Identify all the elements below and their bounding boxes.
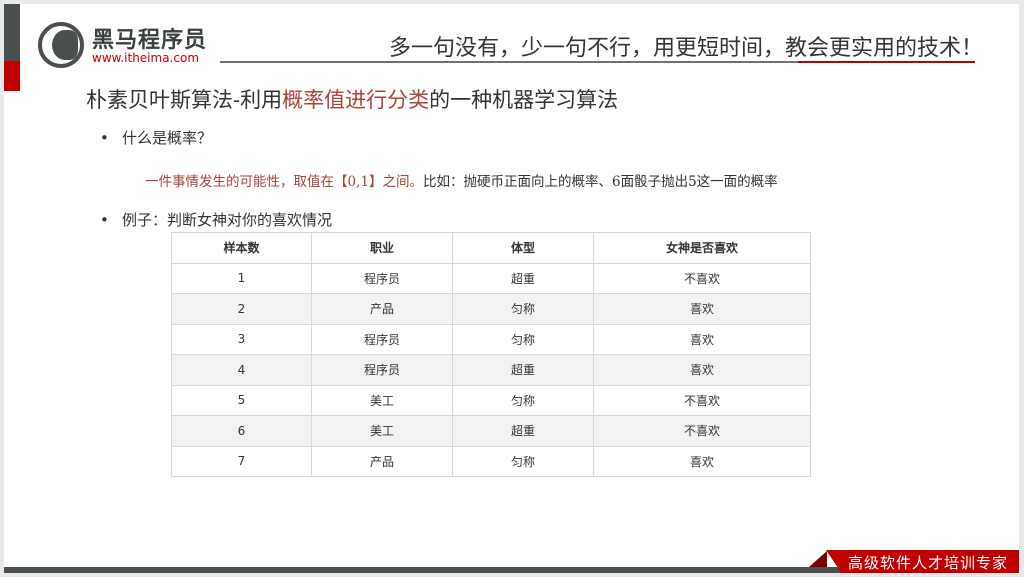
table-cell: 程序员 bbox=[311, 323, 453, 355]
table-row: 5 美工 匀称 不喜欢 bbox=[171, 384, 811, 416]
table-cell: 不喜欢 bbox=[593, 384, 811, 416]
footer-bar bbox=[4, 567, 1019, 573]
definition-text: 比如：抛硬币正面向上的概率、6面骰子抛出5这一面的概率 bbox=[422, 174, 778, 190]
column-header: 样本数 bbox=[171, 232, 312, 264]
bullet-icon: • bbox=[100, 129, 109, 147]
table-cell: 4 bbox=[171, 354, 312, 386]
table-cell: 喜欢 bbox=[593, 445, 811, 477]
table-row: 3 程序员 匀称 喜欢 bbox=[171, 323, 811, 355]
table-cell: 产品 bbox=[311, 293, 453, 325]
decor-bar-gray bbox=[4, 4, 20, 61]
table-cell: 不喜欢 bbox=[593, 415, 811, 447]
table-cell: 匀称 bbox=[452, 384, 594, 416]
horse-logo-icon bbox=[38, 22, 84, 68]
title-part: 的一种机器学习算法 bbox=[429, 88, 619, 112]
table-cell: 超重 bbox=[452, 262, 594, 294]
table-cell: 7 bbox=[171, 445, 312, 477]
table-cell: 超重 bbox=[452, 354, 594, 386]
definition: 一件事情发生的可能性，取值在【0,1】之间。比如：抛硬币正面向上的概率、6面骰子… bbox=[145, 170, 778, 190]
table-cell: 5 bbox=[171, 384, 312, 416]
divider-accent bbox=[798, 61, 975, 63]
table-row: 2 产品 匀称 喜欢 bbox=[171, 293, 811, 325]
table-cell: 6 bbox=[171, 415, 312, 447]
slide: 黑马程序员 www.itheima.com 多一句没有，少一句不行，用更短时间，… bbox=[4, 4, 1019, 573]
logo-text: 黑马程序员 bbox=[92, 28, 208, 53]
table-cell: 喜欢 bbox=[593, 354, 811, 386]
column-header: 女神是否喜欢 bbox=[593, 232, 811, 264]
divider bbox=[220, 61, 975, 63]
table-cell: 产品 bbox=[311, 445, 453, 477]
table-row: 4 程序员 超重 喜欢 bbox=[171, 354, 811, 386]
bullet-item: • 例子：判断女神对你的喜欢情况 bbox=[100, 209, 332, 230]
footer-tagline: 高级软件人才培训专家 bbox=[826, 550, 1019, 573]
slogan: 多一句没有，少一句不行，用更短时间，教会更实用的技术！ bbox=[389, 36, 984, 61]
title-part: 朴素贝叶斯算法-利用 bbox=[86, 88, 283, 112]
table-cell: 匀称 bbox=[452, 445, 594, 477]
bullet-item: • 什么是概率？ bbox=[100, 127, 212, 148]
bullet-text: 什么是概率？ bbox=[122, 129, 213, 147]
decor-bar-red bbox=[4, 61, 20, 91]
logo: 黑马程序员 www.itheima.com bbox=[38, 20, 213, 70]
column-header: 职业 bbox=[311, 232, 453, 264]
table-cell: 2 bbox=[171, 293, 312, 325]
table-cell: 超重 bbox=[452, 415, 594, 447]
definition-highlight: 一件事情发生的可能性，取值在【0,1】之间。 bbox=[145, 174, 423, 190]
table-cell: 美工 bbox=[311, 415, 453, 447]
decor-triangle bbox=[809, 551, 827, 567]
table-cell: 匀称 bbox=[452, 323, 594, 355]
table-row: 7 产品 匀称 喜欢 bbox=[171, 445, 811, 477]
table-cell: 程序员 bbox=[311, 354, 453, 386]
slide-title: 朴素贝叶斯算法-利用概率值进行分类的一种机器学习算法 bbox=[86, 84, 618, 114]
table-cell: 不喜欢 bbox=[593, 262, 811, 294]
table-row: 1 程序员 超重 不喜欢 bbox=[171, 262, 811, 294]
table-cell: 3 bbox=[171, 323, 312, 355]
bullet-text: 例子：判断女神对你的喜欢情况 bbox=[122, 211, 333, 229]
column-header: 体型 bbox=[452, 232, 594, 264]
logo-url: www.itheima.com bbox=[92, 51, 200, 65]
table-cell: 喜欢 bbox=[593, 293, 811, 325]
table-cell: 喜欢 bbox=[593, 323, 811, 355]
table-row: 6 美工 超重 不喜欢 bbox=[171, 415, 811, 447]
title-highlight: 概率值进行分类 bbox=[282, 88, 430, 112]
table-cell: 美工 bbox=[311, 384, 453, 416]
table-cell: 匀称 bbox=[452, 293, 594, 325]
data-table: 样本数 职业 体型 女神是否喜欢 1 程序员 超重 不喜欢 2 产品 匀称 喜欢 3 程序员 匀称喜… bbox=[171, 232, 811, 477]
table-cell: 1 bbox=[171, 262, 312, 294]
table-cell: 程序员 bbox=[311, 262, 453, 294]
bullet-icon: • bbox=[100, 211, 109, 229]
